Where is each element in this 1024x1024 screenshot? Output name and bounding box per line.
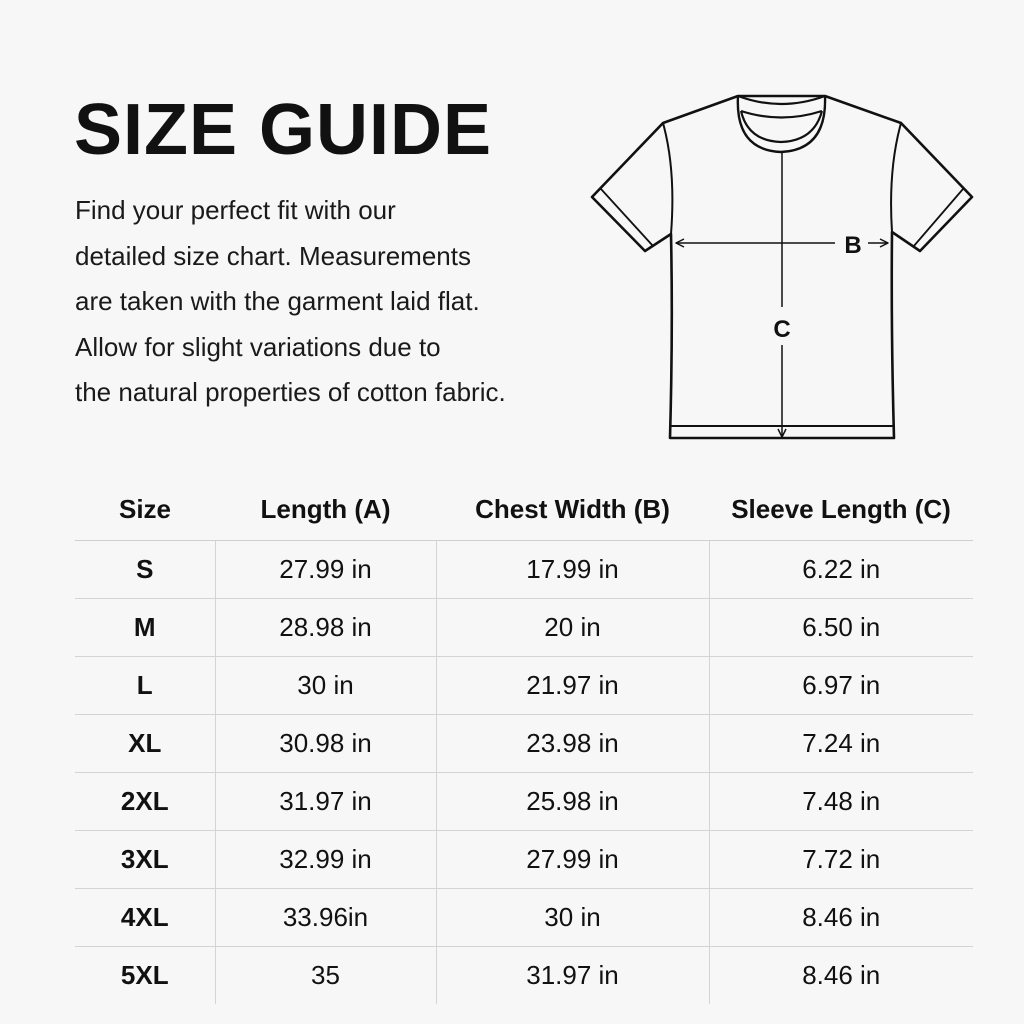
cell-size: 3XL xyxy=(75,830,215,889)
cell-size: L xyxy=(75,656,215,715)
table-header-row: Size Length (A) Chest Width (B) Sleeve L… xyxy=(75,478,973,541)
description: Find your perfect fit with our detailed … xyxy=(75,188,615,416)
cell-chest-width: 17.99 in xyxy=(435,540,709,599)
cell-length: 31.97 in xyxy=(214,772,436,831)
cell-length: 33.96in xyxy=(214,888,436,947)
cell-chest-width: 31.97 in xyxy=(435,946,709,1004)
cell-size: S xyxy=(75,540,215,599)
header-sleeve-length: Sleeve Length (C) xyxy=(709,478,973,541)
table-row: 5XL 35 31.97 in 8.46 in xyxy=(75,946,973,1004)
description-line: the natural properties of cotton fabric. xyxy=(75,377,506,407)
cell-length: 35 xyxy=(214,946,436,1004)
header-length: Length (A) xyxy=(215,478,436,541)
cell-size: 4XL xyxy=(75,888,215,947)
cell-sleeve-length: 6.50 in xyxy=(708,598,973,657)
sleeve-cuffs xyxy=(600,188,964,248)
cell-sleeve-length: 7.48 in xyxy=(708,772,973,831)
cell-length: 27.99 in xyxy=(214,540,436,599)
cell-size: M xyxy=(75,598,215,657)
table-row: L 30 in 21.97 in 6.97 in xyxy=(75,656,973,715)
size-table: Size Length (A) Chest Width (B) Sleeve L… xyxy=(75,478,973,1004)
length-arrow xyxy=(777,153,787,438)
table-row: S 27.99 in 17.99 in 6.22 in xyxy=(75,540,973,599)
t-shirt-icon: B C xyxy=(590,94,974,440)
cell-sleeve-length: 7.72 in xyxy=(708,830,973,889)
cell-chest-width: 21.97 in xyxy=(435,656,709,715)
table-row: 2XL 31.97 in 25.98 in 7.48 in xyxy=(75,772,973,831)
cell-sleeve-length: 6.97 in xyxy=(708,656,973,715)
header-size: Size xyxy=(75,478,215,541)
description-line: detailed size chart. Measurements xyxy=(75,240,471,271)
cell-size: 5XL xyxy=(120,960,169,990)
cell-chest-width: 23.98 in xyxy=(435,714,709,773)
cell-size: 2XL xyxy=(75,772,215,831)
cell-sleeve-length: 6.22 in xyxy=(708,540,973,599)
cell-chest-width: 30 in xyxy=(435,888,709,947)
header-chest-width: Chest Width (B) xyxy=(436,478,709,541)
label-b: B xyxy=(844,232,861,259)
table-row: 3XL 32.99 in 27.99 in 7.72 in xyxy=(75,830,973,889)
cell-length: 32.99 in xyxy=(214,830,436,889)
description-line: Find your perfect fit with our xyxy=(75,195,396,225)
armhole-seams xyxy=(662,122,902,235)
table-row: M 28.98 in 20 in 6.50 in xyxy=(75,598,973,657)
label-c: C xyxy=(773,316,790,343)
cell-sleeve-length: 8.46 in xyxy=(708,946,973,1004)
cell-sleeve-length: 7.24 in xyxy=(708,714,973,773)
collar-outer xyxy=(736,95,827,154)
cell-length: 30 in xyxy=(214,656,436,715)
chest-arrow xyxy=(675,238,889,248)
shirt-outline xyxy=(590,94,974,440)
cell-chest-width: 25.98 in xyxy=(435,772,709,831)
cell-length: 28.98 in xyxy=(214,598,436,657)
cell-size: XL xyxy=(75,714,215,773)
page-title: SIZE GUIDE xyxy=(74,90,493,170)
table-row: 4XL 33.96in 30 in 8.46 in xyxy=(75,888,973,947)
description-line: are taken with the garment laid flat. xyxy=(75,286,480,316)
cell-length: 30.98 in xyxy=(214,714,436,773)
cell-chest-width: 27.99 in xyxy=(435,830,709,889)
description-line: Allow for slight variations due to xyxy=(75,331,441,362)
cell-sleeve-length: 8.46 in xyxy=(708,888,973,947)
table-row: XL 30.98 in 23.98 in 7.24 in xyxy=(75,714,973,773)
cell-chest-width: 20 in xyxy=(435,598,709,657)
collar-inner xyxy=(737,94,826,144)
